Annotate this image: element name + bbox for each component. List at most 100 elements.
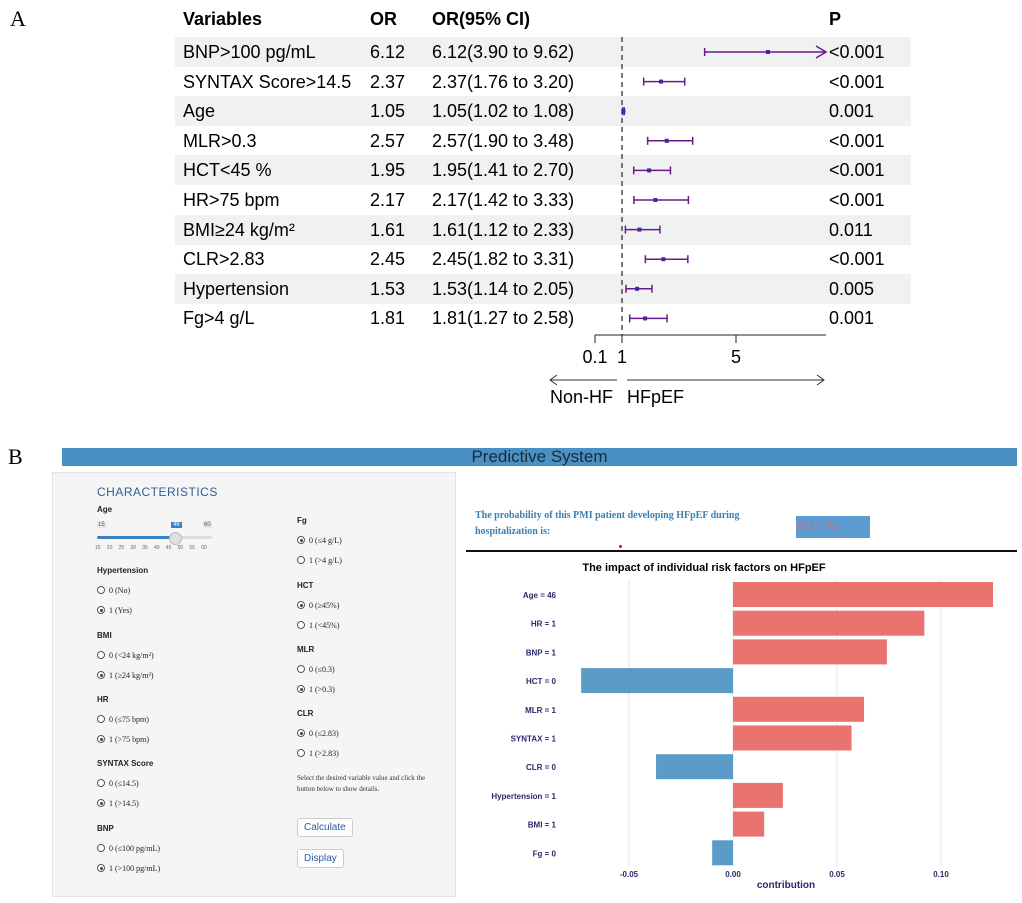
radio-option[interactable]: 0 (≥45%) (297, 601, 339, 610)
radio-option[interactable]: 1 (>4 g/L) (297, 556, 342, 565)
radio-option[interactable]: 0 (≤75 bpm) (97, 715, 149, 724)
radio-option[interactable]: 1 (<45%) (297, 621, 340, 630)
category-label: Hypertension = 1 (491, 792, 556, 801)
radio-button[interactable] (97, 779, 105, 788)
or-value: 1.95 (370, 160, 406, 181)
header-variables: Variables (183, 9, 263, 29)
radio-label: 0 (≤4 g/L) (309, 536, 342, 545)
radio-option[interactable]: 1 (>14.5) (97, 799, 139, 808)
radio-button[interactable] (97, 671, 105, 680)
radio-button[interactable] (297, 729, 305, 738)
table-row: MLR>0.3 2.57 2.57(1.90 to 3.48) <0.001 (175, 126, 911, 156)
category-label: SYNTAX = 1 (511, 735, 557, 744)
age-slider-min: 15 (97, 522, 106, 528)
calculate-button[interactable]: Calculate (297, 818, 353, 837)
contribution-bar (733, 782, 783, 808)
or-value: 2.37 (370, 71, 406, 92)
forest-plot: 0.1 1 5 Non-HF HFpEF (549, 37, 828, 407)
contribution-bar (733, 811, 765, 837)
header-or: OR (370, 9, 397, 29)
x-tick-label: 0.00 (725, 870, 741, 879)
table-row: Age 1.05 1.05(1.02 to 1.08) 0.001 (175, 96, 911, 127)
characteristics-title: CHARACTERISTICS (97, 485, 218, 499)
group-label-bmi: BMI (97, 631, 112, 640)
age-slider[interactable]: 15 46 60 15 20 25 30 35 40 45 50 55 60 (95, 522, 212, 552)
display-button[interactable]: Display (297, 849, 344, 868)
or-value: 1.53 (370, 278, 406, 299)
radio-option[interactable]: 0 (<24 kg/m²) (97, 651, 154, 660)
header-p: P (829, 9, 842, 29)
radio-button[interactable] (297, 685, 305, 694)
radio-button[interactable] (97, 586, 105, 595)
age-slider-handle[interactable] (169, 532, 182, 545)
or-point (643, 316, 648, 321)
p-value: 0.001 (829, 101, 875, 122)
radio-option[interactable]: 0 (≤14.5) (97, 779, 139, 788)
variable-name: HR>75 bpm (183, 190, 280, 210)
radio-option[interactable]: 0 (No) (97, 586, 130, 595)
contribution-bar (712, 840, 733, 866)
radio-option[interactable]: 1 (≥24 kg/m²) (97, 671, 154, 680)
p-value: <0.001 (829, 190, 885, 210)
ci-HCT<45 % (632, 166, 672, 175)
age-slider-fill (97, 536, 176, 539)
p-value: <0.001 (829, 42, 885, 62)
probability-text: The probability of this PMI patient deve… (475, 510, 740, 537)
radio-button[interactable] (97, 864, 105, 873)
radio-option[interactable]: 0 (≤100 pg/mL) (97, 844, 160, 853)
radio-button[interactable] (297, 536, 305, 545)
radio-button[interactable] (97, 651, 105, 660)
radio-label: 0 (<24 kg/m²) (109, 651, 154, 660)
left-arrow (549, 374, 617, 386)
header-or-ci: OR(95% CI) (432, 9, 531, 29)
radio-option[interactable]: 0 (≤2.83) (297, 729, 339, 738)
or-point (635, 286, 640, 291)
group-label-fg: Fg (297, 516, 307, 525)
radio-option[interactable]: 0 (≤0.3) (297, 665, 335, 674)
contribution-bar (733, 639, 887, 665)
radio-button[interactable] (297, 665, 305, 674)
variable-name: SYNTAX Score>14.5 (183, 71, 352, 92)
radio-label: 0 (≤75 bpm) (109, 715, 149, 724)
or-ci-value: 2.45(1.82 to 3.31) (432, 249, 575, 270)
radio-button[interactable] (97, 606, 105, 615)
radio-option[interactable]: 1 (Yes) (97, 606, 132, 615)
variable-name: Fg>4 g/L (183, 308, 255, 329)
radio-option[interactable]: 1 (>0.3) (297, 685, 335, 694)
category-label: MLR = 1 (525, 706, 556, 715)
age-tick-label: 15 (95, 545, 101, 551)
radio-button[interactable] (297, 601, 305, 610)
table-row: BNP>100 pg/mL 6.12 6.12(3.90 to 9.62) <0.00… (175, 37, 911, 67)
radio-option[interactable]: 0 (≤4 g/L) (297, 536, 342, 545)
radio-label: 1 (>14.5) (109, 799, 139, 808)
predictive-system-banner: Predictive System (62, 448, 1017, 466)
group-label-mlr: MLR (297, 645, 315, 654)
or-point (659, 79, 664, 84)
radio-button[interactable] (97, 735, 105, 744)
radio-button[interactable] (297, 749, 305, 758)
help-text: Select the desired variable value and cl… (297, 774, 426, 793)
radio-button[interactable] (97, 715, 105, 724)
age-tick-label: 50 (177, 545, 184, 551)
radio-option[interactable]: 1 (>100 pg/mL) (97, 864, 160, 873)
radio-button[interactable] (297, 621, 305, 630)
probability-value: 65.5 % (796, 519, 836, 534)
radio-button[interactable] (297, 556, 305, 565)
direction-label-left: Non-HF (550, 387, 613, 407)
radio-option[interactable]: 1 (>75 bpm) (97, 735, 149, 744)
age-tick-label: 40 (154, 545, 160, 551)
p-value: 0.011 (829, 219, 873, 240)
radio-label: 1 (≥24 kg/m²) (109, 671, 154, 680)
radio-label: 0 (≤0.3) (309, 665, 335, 674)
p-value: 0.001 (829, 308, 875, 329)
group-label-hr: HR (97, 695, 109, 704)
radio-button[interactable] (97, 844, 105, 853)
radio-button[interactable] (97, 799, 105, 808)
or-value: 2.17 (370, 190, 406, 210)
radio-option[interactable]: 1 (>2.83) (297, 749, 339, 758)
age-tick-label: 55 (189, 545, 195, 551)
variable-name: BMI≥24 kg/m² (183, 219, 295, 240)
ci-Hypertension (625, 284, 653, 293)
ci-CLR>2.83 (644, 255, 689, 264)
contribution-chart: The impact of individual risk factors on… (491, 562, 993, 891)
